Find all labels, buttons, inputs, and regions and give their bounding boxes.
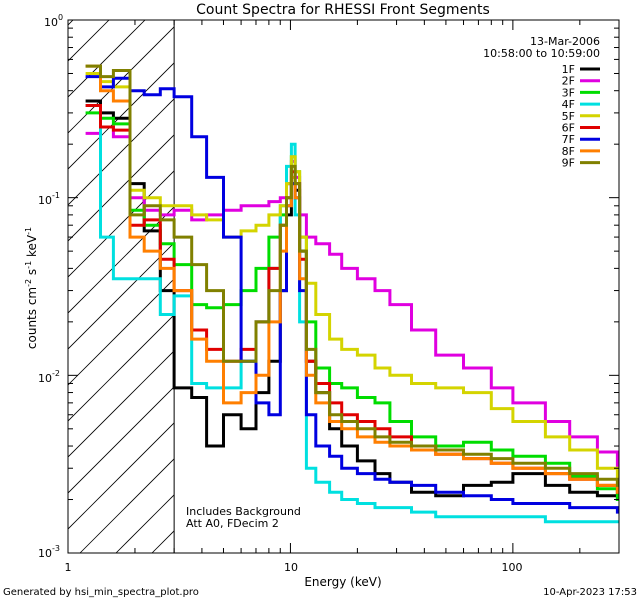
legend-label-5F: 5F <box>562 110 575 123</box>
time-range-label: 10:58:00 to 10:59:00 <box>483 47 600 60</box>
legend-label-4F: 4F <box>562 98 575 111</box>
series-line-8F <box>85 64 619 494</box>
y-tick-label-3: 10-3 <box>38 544 60 560</box>
legend-label-2F: 2F <box>562 75 575 88</box>
hatch-line <box>68 278 175 386</box>
x-tick-label-2: 100 <box>502 561 523 574</box>
axis-ticks <box>67 20 620 554</box>
hatch-line <box>68 386 175 494</box>
legend-label-8F: 8F <box>562 145 575 158</box>
plot-frame <box>67 19 620 554</box>
series-line-4F <box>85 104 619 524</box>
hatch-line <box>68 134 175 242</box>
hatch-line <box>68 242 175 350</box>
series-line-2F <box>85 125 619 470</box>
hatch-line <box>68 350 175 458</box>
y-axis-label: counts cm-2 s-1 keV-1 <box>24 227 39 349</box>
hatch-line <box>79 458 175 553</box>
series-line-1F <box>85 99 619 501</box>
hatch-line <box>68 26 175 134</box>
hatch-line <box>68 206 175 314</box>
y-tick-label-1: 10-1 <box>38 191 60 207</box>
series-line-9F <box>85 64 619 487</box>
legend-label-3F: 3F <box>562 86 575 99</box>
background-note: Includes Background <box>186 505 301 518</box>
series-line-3F <box>85 111 619 501</box>
hatch-line <box>68 422 175 530</box>
y-tick-label-0: 100 <box>44 13 63 29</box>
legend-label-6F: 6F <box>562 122 575 135</box>
generated-by: Generated by hsi_min_spectra_plot.pro <box>3 587 199 598</box>
date-label: 13-Mar-2006 <box>530 35 600 48</box>
hatch-lines <box>0 0 175 553</box>
x-tick-label-1: 10 <box>284 561 298 574</box>
legend-label-9F: 9F <box>562 157 575 170</box>
legend-label-7F: 7F <box>562 133 575 146</box>
y-tick-label-2: 10-2 <box>38 369 60 385</box>
hatch-line <box>68 20 146 98</box>
hatch-line <box>68 20 110 62</box>
x-axis-label: Energy (keV) <box>304 575 381 589</box>
chart-title: Count Spectra for RHESSI Front Segments <box>196 2 490 18</box>
series-line-6F <box>85 104 619 494</box>
y-tick-labels: 100 10-1 10-2 10-3 <box>38 13 63 560</box>
hatch-line <box>68 20 74 26</box>
attenuator-note: Att A0, FDecim 2 <box>186 517 279 530</box>
hatch-line <box>0 0 104 553</box>
timestamp: 10-Apr-2023 17:53 <box>543 587 637 598</box>
legend-label-1F: 1F <box>562 63 575 76</box>
series-group <box>85 64 619 524</box>
hatch-line <box>68 170 175 278</box>
x-tick-label-0: 1 <box>65 561 72 574</box>
x-tick-labels: 1 10 100 <box>65 561 523 574</box>
